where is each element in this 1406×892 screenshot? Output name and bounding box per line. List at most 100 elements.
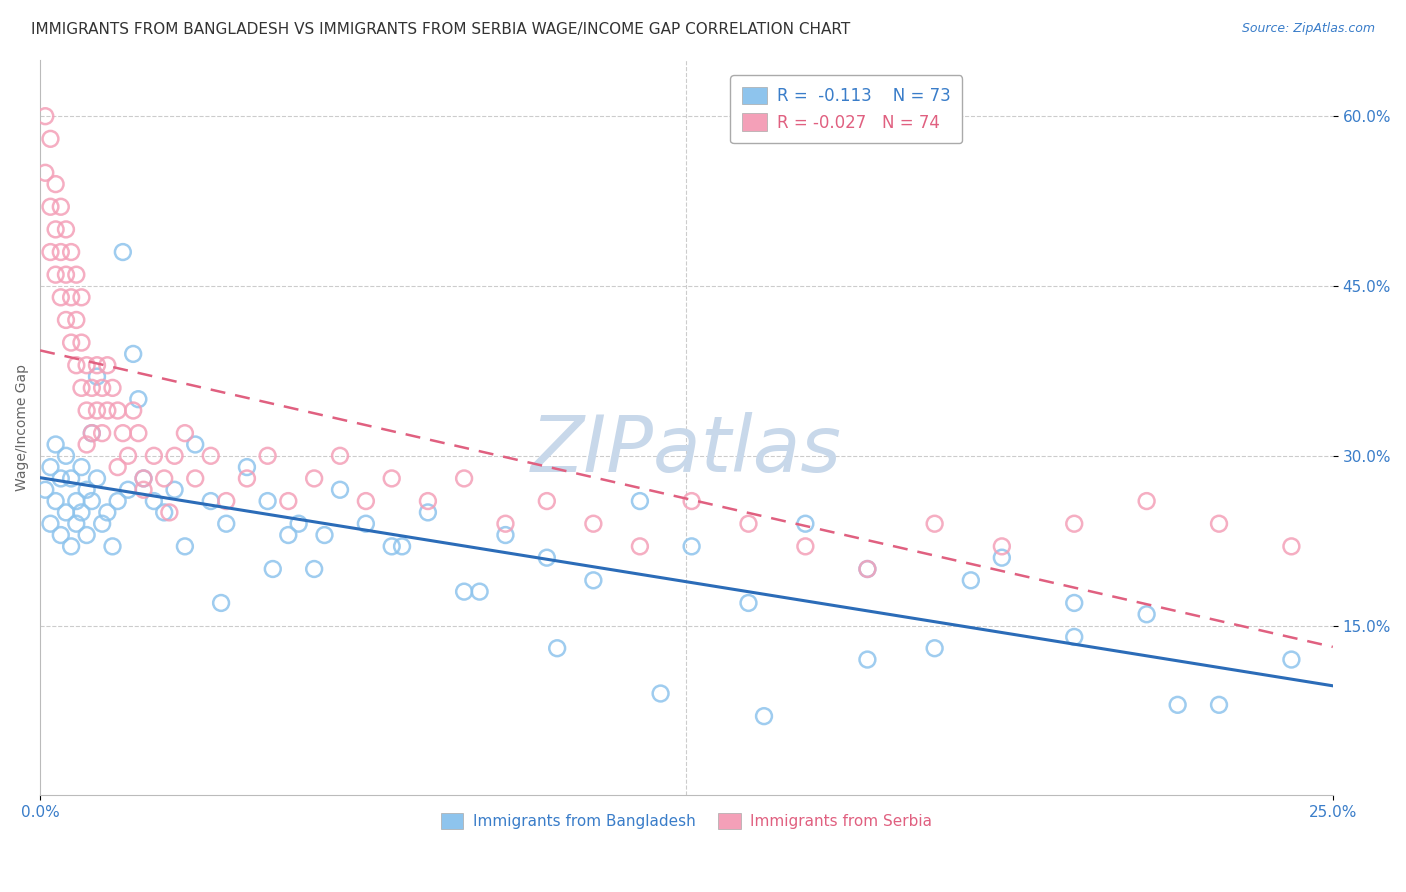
Text: IMMIGRANTS FROM BANGLADESH VS IMMIGRANTS FROM SERBIA WAGE/INCOME GAP CORRELATION: IMMIGRANTS FROM BANGLADESH VS IMMIGRANTS…: [31, 22, 851, 37]
Point: [681, 494, 703, 508]
Point: [142, 494, 165, 508]
Point: [1281, 652, 1303, 666]
Point: [174, 540, 197, 554]
Point: [96, 505, 118, 519]
Point: [262, 562, 284, 576]
Point: [256, 449, 278, 463]
Point: [86, 369, 108, 384]
Point: [959, 574, 981, 588]
Point: [354, 494, 377, 508]
Point: [737, 516, 759, 531]
Point: [70, 335, 93, 350]
Point: [101, 381, 124, 395]
Point: [794, 516, 817, 531]
Point: [302, 471, 325, 485]
Point: [142, 449, 165, 463]
Point: [184, 437, 207, 451]
Point: [60, 335, 83, 350]
Point: [96, 358, 118, 372]
Point: [329, 449, 352, 463]
Y-axis label: Wage/Income Gap: Wage/Income Gap: [15, 364, 30, 491]
Point: [856, 562, 879, 576]
Point: [495, 528, 517, 542]
Point: [184, 471, 207, 485]
Point: [39, 516, 62, 531]
Point: [1208, 516, 1230, 531]
Point: [91, 426, 114, 441]
Text: ZIPatlas: ZIPatlas: [531, 411, 842, 488]
Point: [132, 483, 155, 497]
Point: [1063, 630, 1085, 644]
Point: [65, 313, 87, 327]
Point: [80, 426, 103, 441]
Point: [157, 505, 180, 519]
Point: [174, 426, 197, 441]
Point: [163, 449, 186, 463]
Point: [752, 709, 775, 723]
Point: [107, 403, 129, 417]
Point: [70, 460, 93, 475]
Point: [65, 358, 87, 372]
Point: [70, 290, 93, 304]
Point: [215, 516, 238, 531]
Point: [163, 483, 186, 497]
Point: [117, 449, 139, 463]
Point: [45, 177, 67, 191]
Point: [49, 528, 72, 542]
Point: [256, 494, 278, 508]
Point: [468, 584, 491, 599]
Point: [65, 494, 87, 508]
Point: [391, 540, 413, 554]
Point: [49, 471, 72, 485]
Point: [200, 449, 222, 463]
Point: [55, 222, 77, 236]
Point: [111, 245, 134, 260]
Point: [536, 494, 558, 508]
Point: [453, 471, 475, 485]
Point: [45, 494, 67, 508]
Point: [60, 471, 83, 485]
Point: [132, 471, 155, 485]
Point: [215, 494, 238, 508]
Point: [582, 516, 605, 531]
Point: [794, 540, 817, 554]
Point: [354, 516, 377, 531]
Point: [1063, 596, 1085, 610]
Point: [55, 313, 77, 327]
Point: [65, 268, 87, 282]
Point: [96, 403, 118, 417]
Point: [1136, 494, 1159, 508]
Point: [856, 652, 879, 666]
Point: [76, 437, 98, 451]
Point: [117, 483, 139, 497]
Point: [153, 505, 176, 519]
Point: [80, 494, 103, 508]
Point: [200, 494, 222, 508]
Point: [55, 505, 77, 519]
Point: [45, 222, 67, 236]
Point: [277, 494, 299, 508]
Point: [1136, 607, 1159, 622]
Point: [628, 494, 651, 508]
Point: [65, 516, 87, 531]
Point: [381, 540, 404, 554]
Point: [453, 584, 475, 599]
Point: [287, 516, 309, 531]
Point: [80, 381, 103, 395]
Point: [132, 471, 155, 485]
Point: [416, 505, 439, 519]
Point: [76, 483, 98, 497]
Point: [209, 596, 232, 610]
Point: [76, 403, 98, 417]
Point: [107, 460, 129, 475]
Point: [60, 290, 83, 304]
Point: [34, 483, 56, 497]
Text: Source: ZipAtlas.com: Source: ZipAtlas.com: [1241, 22, 1375, 36]
Point: [111, 426, 134, 441]
Point: [924, 641, 946, 656]
Point: [55, 268, 77, 282]
Point: [236, 460, 259, 475]
Point: [76, 528, 98, 542]
Point: [86, 358, 108, 372]
Point: [991, 540, 1014, 554]
